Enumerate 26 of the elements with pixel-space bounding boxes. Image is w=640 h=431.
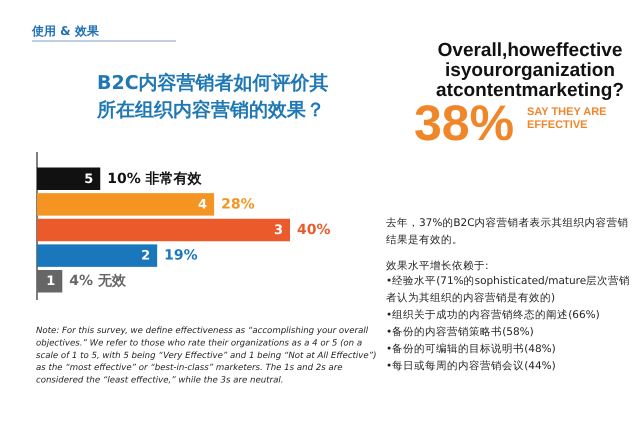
text: •经验水平(71%的sophisticated/mature层次营销者认为其组织的内容营销是有效的) <box>386 274 630 304</box>
text: •每日或每周的内容营销会议(44%) <box>386 359 556 372</box>
text: •备份的内容营销策略书(58%) <box>386 325 534 338</box>
text: •备份的可编辑的目标说明书(48%) <box>386 342 556 355</box>
data-label: 19% <box>164 248 198 264</box>
text: Note: For this survey, we define effectiveness as “accomplishing your overall objectives.” We refer to those who rate their organizations as a 4 or 5 (on a scale of 1 to 5, with 5 being “Very Effective” and 1 being “Not at All Effective”) as the “most effective” or “best-in-class” marketers. The 1s and 2s are considered the “least effective,” while the 3s are neutral. <box>36 326 376 386</box>
text: 去年，37%的B2C内容营销者表示其组织内容营销结果是有效的。 <box>386 216 629 246</box>
y-tick-label: 2 <box>141 248 150 264</box>
bar <box>37 168 100 190</box>
y-tick-label: 3 <box>274 223 283 238</box>
y-tick-label: 4 <box>198 197 208 212</box>
bar <box>37 244 158 267</box>
bar <box>37 270 62 292</box>
text: •组织关于成功的内容营销终态的阐述(66%) <box>386 308 600 321</box>
bar <box>37 193 214 216</box>
chart-title: B2C内容营销者如何评价其所在组织内容营销的效果？ <box>96 72 329 121</box>
text: SAY THEY ARE EFFECTIVE <box>527 106 606 131</box>
y-tick-label: 1 <box>46 274 56 290</box>
data-label: 28% <box>221 196 255 212</box>
data-label: 10% 非常有效 <box>107 170 203 187</box>
data-label: 4% 无效 <box>69 273 127 290</box>
text: 效果水平增长依赖于: <box>386 259 489 272</box>
data-label: 40% <box>297 222 331 238</box>
bar <box>37 218 290 242</box>
y-tick-label: 5 <box>84 172 94 187</box>
text: 使用 & 效果 <box>31 24 100 38</box>
